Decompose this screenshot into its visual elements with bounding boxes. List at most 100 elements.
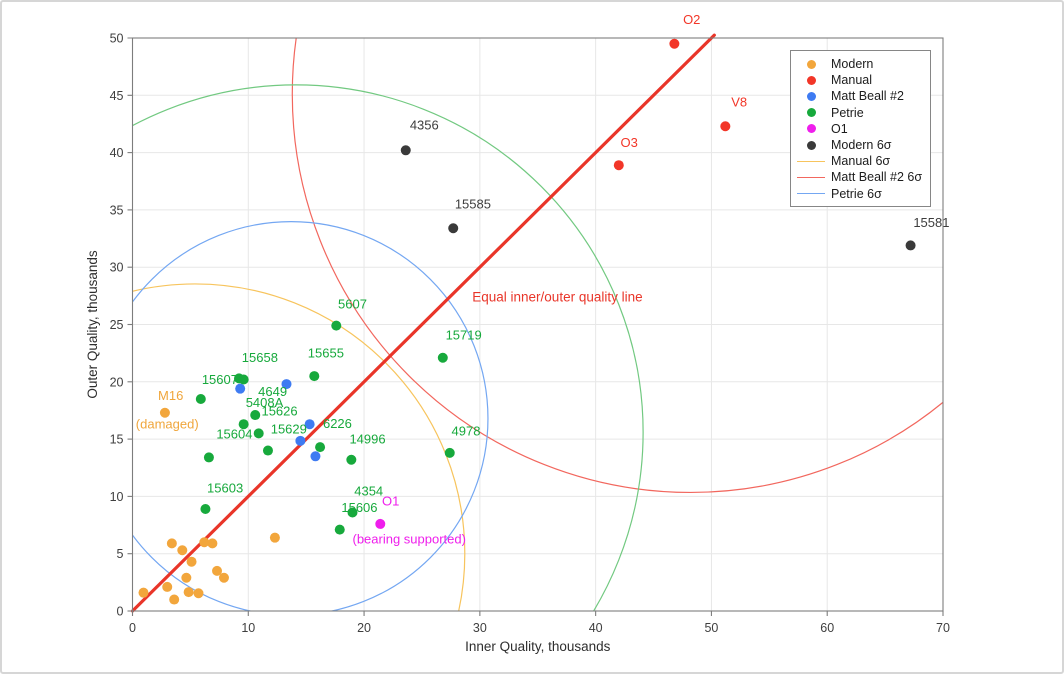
data-point (444, 447, 455, 458)
data-point (181, 572, 192, 583)
x-tick-label: 50 (704, 621, 718, 635)
series-modern (138, 407, 280, 605)
data-point (238, 374, 249, 385)
annotation-label: (damaged) (136, 417, 199, 432)
annotation-label: 15658 (242, 350, 278, 365)
legend-line-marker (791, 193, 831, 195)
y-tick-label: 0 (117, 605, 124, 619)
data-point (193, 588, 204, 599)
x-axis-label: Inner Quality, thousands (465, 639, 611, 654)
data-point (375, 518, 386, 529)
legend-entry-label: O1 (831, 121, 848, 136)
annotation-label: M16 (158, 388, 183, 403)
legend-entry: Matt Beall #2 (791, 88, 930, 104)
y-tick-label: 20 (110, 375, 124, 389)
annotation-label: V8 (731, 95, 747, 110)
legend-entry-label: Modern 6σ (831, 138, 892, 153)
data-point (169, 594, 180, 605)
annotation-label: 15607 (202, 372, 238, 387)
y-tick-label: 50 (110, 32, 124, 46)
data-point (437, 352, 448, 363)
legend-dot-marker (791, 140, 831, 150)
legend-entry: Matt Beall #2 6σ (791, 169, 930, 185)
annotation-label: 15719 (446, 327, 482, 342)
series-modern-6- (400, 145, 916, 251)
legend-entry-label: Manual (831, 73, 872, 88)
data-point (195, 393, 206, 404)
data-point (905, 240, 916, 251)
sigma-circle (132, 283, 466, 611)
legend-entry: Manual (791, 72, 930, 88)
data-point (186, 556, 197, 567)
data-point (218, 572, 229, 583)
legend-entry-label: Modern (831, 57, 874, 72)
y-tick-label: 40 (110, 146, 124, 160)
data-point (199, 537, 210, 548)
data-point (309, 371, 320, 382)
annotation-label: 6226 (323, 416, 352, 431)
x-tick-label: 20 (357, 621, 371, 635)
data-point (331, 320, 342, 331)
data-point (212, 565, 223, 576)
data-point (166, 538, 177, 549)
series-matt-beall-2 (235, 379, 321, 462)
annotation-label: 4978 (452, 424, 481, 439)
legend-entry: Modern 6σ (791, 137, 930, 153)
y-tick-label: 25 (110, 318, 124, 332)
data-point (400, 145, 411, 156)
annotation-label: (bearing supported) (352, 531, 465, 546)
annotation-label: 15626 (261, 404, 297, 419)
legend-entry: Petrie (791, 105, 930, 121)
legend-entry: O1 (791, 121, 930, 137)
equal-quality-line-label: Equal inner/outer quality line (472, 289, 642, 304)
data-point (613, 160, 624, 171)
legend: Modern Manual Matt Beall #2 Petrie O1 Modern … (790, 50, 931, 207)
legend-entry-label: Matt Beall #2 (831, 89, 904, 104)
data-point (346, 454, 357, 465)
data-point (250, 410, 261, 421)
data-point (669, 38, 680, 49)
data-point (207, 538, 218, 549)
data-point (262, 445, 273, 456)
legend-dot-marker (791, 124, 831, 134)
annotation-label: 14996 (349, 432, 385, 447)
y-tick-label: 10 (110, 490, 124, 504)
legend-entry-label: Manual 6σ (831, 154, 891, 169)
y-tick-label: 35 (110, 203, 124, 217)
annotation-label: 15629 (271, 421, 307, 436)
legend-entry-label: Petrie (831, 105, 864, 120)
annotation-label: 15585 (455, 197, 491, 212)
data-point (315, 442, 326, 453)
x-tick-label: 70 (936, 621, 950, 635)
equal-quality-line (130, 33, 716, 613)
data-point (253, 428, 264, 439)
annotation-label: 15581 (913, 215, 949, 230)
x-tick-label: 30 (473, 621, 487, 635)
data-point (269, 532, 280, 543)
legend-dot-marker (791, 59, 831, 69)
legend-dot-marker (791, 108, 831, 118)
data-point (720, 121, 731, 132)
annotation-label: O3 (621, 135, 638, 150)
axes: 0 10 20 30 40 50 60 70 0 5 10 15 20 25 30 35 40 45 50 (110, 32, 950, 636)
data-point (203, 452, 214, 463)
data-point (448, 223, 459, 234)
data-point (183, 587, 194, 598)
annotation-label: O2 (683, 12, 700, 27)
series-petrie (195, 320, 455, 535)
annotation-label: 4354 (354, 484, 383, 499)
x-tick-label: 10 (241, 621, 255, 635)
annotation-label: 15606 (341, 500, 377, 515)
data-point (310, 451, 321, 462)
legend-line-marker (791, 176, 831, 178)
sigma-circle (291, 38, 943, 493)
annotation-label: 15655 (308, 346, 344, 361)
data-point (235, 383, 246, 394)
legend-entry: Modern (791, 56, 930, 72)
annotations: O2 V8 O3 4356 15585 15581 5607 15719 15655 15658 1… (136, 12, 950, 546)
x-tick-label: 60 (820, 621, 834, 635)
data-point (159, 407, 170, 418)
data-point (281, 379, 292, 390)
data-point (295, 435, 306, 446)
